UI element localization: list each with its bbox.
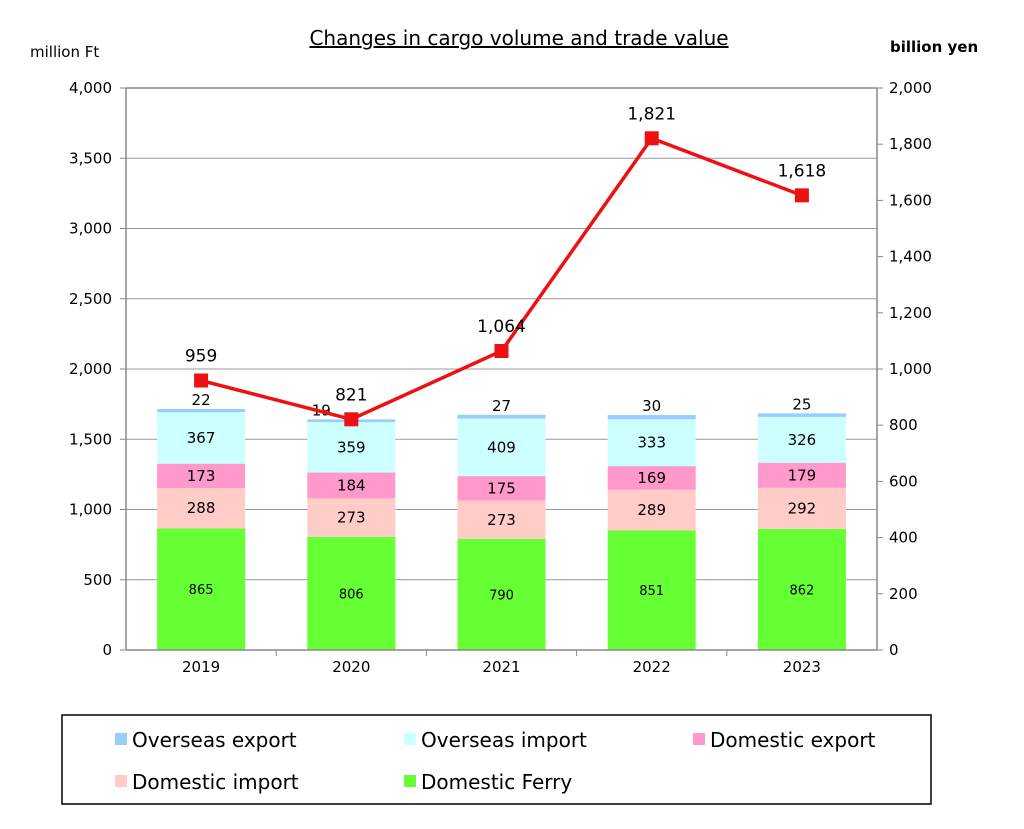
y2-tick-label: 0 (889, 641, 899, 659)
data-label: 289 (637, 501, 666, 519)
legend-item-label: Domestic import (132, 770, 299, 794)
data-label: 292 (788, 499, 817, 517)
data-label: 333 (637, 434, 666, 452)
bar-segment-domestic-export (607, 466, 696, 490)
y2-tick-label: 1,600 (889, 191, 932, 209)
bar-segment-domestic-export (157, 463, 246, 489)
data-label: 851 (639, 584, 664, 599)
legend-box (61, 714, 932, 805)
y2-tick-label: 1,800 (889, 135, 932, 153)
data-label: 27 (492, 397, 511, 415)
bar-segment-overseas-import (757, 416, 846, 463)
data-label: 22 (192, 391, 211, 409)
data-label: 409 (487, 438, 516, 456)
line-data-label: 959 (185, 347, 217, 367)
chart-title: Changes in cargo volume and trade value (309, 26, 728, 50)
y-tick-label: 1,000 (69, 501, 112, 519)
line-data-label: 1,064 (477, 317, 526, 337)
bar-segment-domestic-ferry (457, 539, 546, 650)
y-tick-label: 1,500 (69, 430, 112, 448)
line-point (344, 412, 359, 427)
y-axis-unit-label: million Ft (30, 43, 99, 61)
data-label: 184 (337, 476, 366, 494)
legend-item-label: Overseas import (421, 728, 587, 752)
y2-axis-unit-label: billion yen (890, 38, 978, 56)
data-label: 169 (637, 469, 666, 487)
bar-segment-overseas-export (457, 414, 546, 419)
data-label: 273 (487, 511, 516, 529)
x-tick-label: 2020 (332, 658, 370, 676)
bar-segment-domestic-export (457, 476, 546, 501)
bar-segment-domestic-ferry (607, 530, 696, 650)
line-point (794, 188, 809, 203)
y2-tick-label: 400 (889, 529, 918, 547)
bar-segment-domestic-export (307, 472, 396, 499)
line-data-label: 1,821 (627, 104, 676, 124)
y2-tick-label: 800 (889, 416, 918, 434)
data-label: 173 (187, 467, 216, 485)
data-label: 806 (339, 587, 364, 602)
legend-swatch (115, 733, 127, 745)
data-label: 326 (788, 431, 817, 449)
y-tick-label: 500 (83, 571, 112, 589)
data-label: 179 (788, 466, 817, 484)
bar-segment-overseas-import (307, 422, 396, 473)
data-label: 175 (487, 479, 516, 497)
bar-segment-domestic-export (757, 462, 846, 488)
legend-swatch (404, 775, 416, 787)
bar-segment-overseas-import (607, 419, 696, 467)
data-label: 288 (187, 499, 216, 517)
data-label: 790 (489, 589, 514, 604)
line-point (644, 131, 659, 146)
y-tick-label: 4,000 (69, 79, 112, 97)
bar-segment-domestic-ferry (757, 528, 846, 650)
line-point (494, 344, 509, 359)
data-label: 273 (337, 509, 366, 527)
y2-tick-label: 2,000 (889, 79, 932, 97)
y-tick-label: 2,000 (69, 360, 112, 378)
x-tick-label: 2019 (182, 658, 220, 676)
x-tick-label: 2022 (633, 658, 671, 676)
legend-item-label: Overseas export (132, 728, 297, 752)
bar-segment-overseas-export (607, 415, 696, 420)
x-tick-label: 2023 (783, 658, 821, 676)
bar-segment-domestic-ferry (157, 528, 246, 650)
bar-segment-domestic-import (757, 487, 846, 529)
legend-swatch (693, 733, 705, 745)
data-label: 359 (337, 438, 366, 456)
data-label: 862 (789, 583, 814, 598)
legend-item-label: Domestic Ferry (421, 770, 572, 794)
bar-segment-domestic-import (457, 500, 546, 540)
data-label: 367 (187, 429, 216, 447)
data-label: 25 (792, 395, 811, 413)
bar-segment-overseas-export (157, 409, 246, 413)
y-tick-label: 0 (102, 641, 112, 659)
bar-segment-domestic-import (607, 489, 696, 531)
y2-tick-label: 1,200 (889, 304, 932, 322)
y-tick-label: 3,000 (69, 220, 112, 238)
data-label: 865 (189, 583, 214, 598)
legend-swatch (115, 775, 127, 787)
y-tick-label: 3,500 (69, 149, 112, 167)
y2-tick-label: 1,400 (889, 248, 932, 266)
legend-swatch (404, 733, 416, 745)
data-label: 30 (642, 397, 661, 415)
line-point (194, 373, 209, 388)
y2-tick-label: 200 (889, 585, 918, 603)
bar-segment-domestic-import (307, 498, 396, 537)
bar-segment-overseas-import (457, 418, 546, 477)
bar-segment-domestic-import (157, 488, 246, 529)
legend-item-label: Domestic export (710, 728, 876, 752)
y2-tick-label: 600 (889, 472, 918, 490)
bar-segment-domestic-ferry (307, 536, 396, 650)
bar-segment-overseas-export (757, 413, 846, 417)
x-tick-label: 2021 (482, 658, 520, 676)
line-data-label: 1,618 (778, 161, 827, 181)
line-data-label: 821 (335, 385, 367, 405)
bar-segment-overseas-import (157, 412, 246, 464)
y2-tick-label: 1,000 (889, 360, 932, 378)
y-tick-label: 2,500 (69, 290, 112, 308)
